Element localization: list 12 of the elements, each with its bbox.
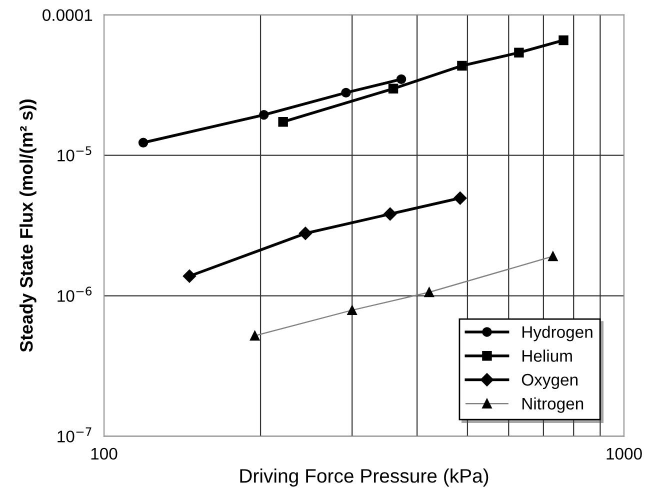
y-tick-label: 10$^{−7}$	[58, 427, 92, 442]
x-tick-label: 100	[91, 448, 118, 460]
x-axis-title: Driving Force Pressure (kPa)	[240, 468, 488, 487]
y-tick-label: 10$^{−6}$	[58, 286, 92, 302]
legend-label: Oxygen	[522, 374, 578, 390]
y-axis-title: Steady State Flux (mol/(m² s))	[20, 100, 36, 352]
legend-label: Helium	[522, 350, 572, 362]
legend-label: Nitrogen	[522, 397, 584, 413]
legend-label: Hydrogen	[522, 326, 592, 342]
y-tick-label: 0.0001	[42, 9, 92, 21]
y-tick-label: 10$^{−5}$	[58, 146, 92, 162]
x-tick-label: 1000	[606, 448, 642, 460]
